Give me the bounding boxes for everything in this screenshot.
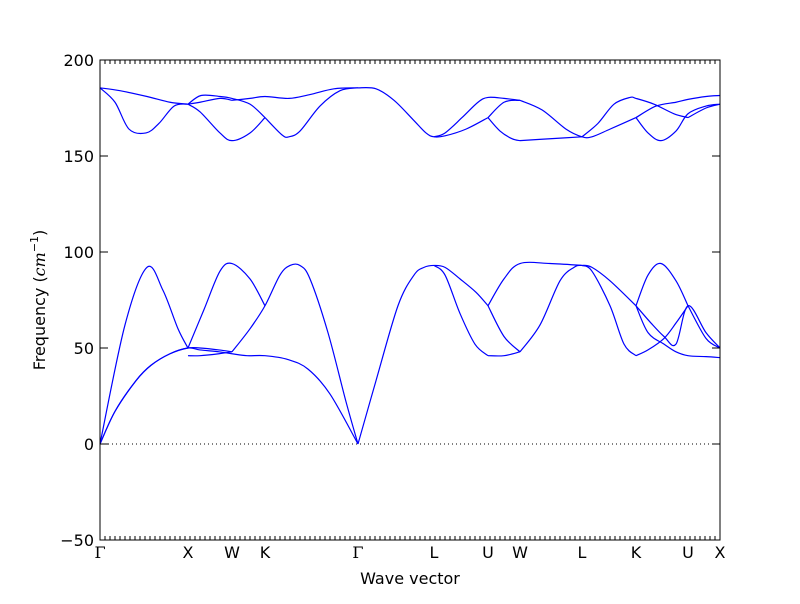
x-tick-label: K <box>260 543 271 562</box>
band-line-15 <box>635 305 721 359</box>
band-line-26 <box>357 87 489 138</box>
y-axis-title: Frequency (cm−1) <box>28 230 49 371</box>
band-line-19 <box>99 87 189 105</box>
x-tick-label: Γ <box>94 543 105 562</box>
x-tick-label: L <box>430 543 439 562</box>
band-line-20 <box>99 87 189 135</box>
y-tick-label: 100 <box>63 243 94 262</box>
x-tick-label: Γ <box>352 543 363 562</box>
band-line-13 <box>581 264 637 357</box>
x-tick-label: U <box>682 543 694 562</box>
band-line-17 <box>635 305 721 349</box>
y-axis-title-unit: cm <box>30 252 49 276</box>
y-tick-label: 50 <box>74 339 94 358</box>
band-line-34 <box>635 94 721 119</box>
x-tick-label: K <box>631 543 642 562</box>
band-line-9 <box>487 351 521 357</box>
band-line-5 <box>187 262 266 349</box>
band-line-11 <box>487 261 583 307</box>
band-line-4 <box>99 265 189 445</box>
y-tick-label: 200 <box>63 51 94 70</box>
band-line-23 <box>187 94 266 119</box>
band-line-18 <box>687 305 721 349</box>
band-line-10 <box>487 305 521 353</box>
y-axis-title-unit-exponent: −1 <box>28 236 41 252</box>
band-line-22 <box>187 103 266 142</box>
x-tick-label: X <box>715 543 726 562</box>
y-tick-label: 0 <box>84 435 94 454</box>
band-line-29 <box>487 117 521 142</box>
x-tick-label: U <box>482 543 494 562</box>
y-axis-title-suffix: ) <box>30 230 49 236</box>
band-line-35 <box>687 103 721 119</box>
x-tick-label: X <box>182 543 193 562</box>
x-axis-title: Wave vector <box>360 569 460 588</box>
band-line-30 <box>519 136 583 142</box>
band-line-21 <box>187 97 233 105</box>
band-line-7 <box>357 264 489 445</box>
y-tick-label: −50 <box>60 531 94 550</box>
band-line-16 <box>635 262 689 307</box>
band-line-25 <box>264 87 359 138</box>
band-line-27 <box>433 96 521 138</box>
band-line-33 <box>635 103 721 142</box>
band-line-3 <box>187 351 233 357</box>
y-axis-title-prefix: Frequency ( <box>30 276 49 370</box>
band-line-14 <box>635 305 689 357</box>
band-line-32 <box>581 96 689 138</box>
band-line-6 <box>231 263 359 445</box>
x-tick-label: W <box>224 543 240 562</box>
x-tick-label: L <box>578 543 587 562</box>
x-tick-label: W <box>512 543 528 562</box>
band-line-2 <box>99 346 233 445</box>
band-line-24 <box>231 87 359 101</box>
band-line-12 <box>519 264 637 353</box>
series-group <box>99 87 721 445</box>
band-line-28 <box>487 99 521 119</box>
band-line-8 <box>433 264 489 357</box>
y-tick-label: 150 <box>63 147 94 166</box>
